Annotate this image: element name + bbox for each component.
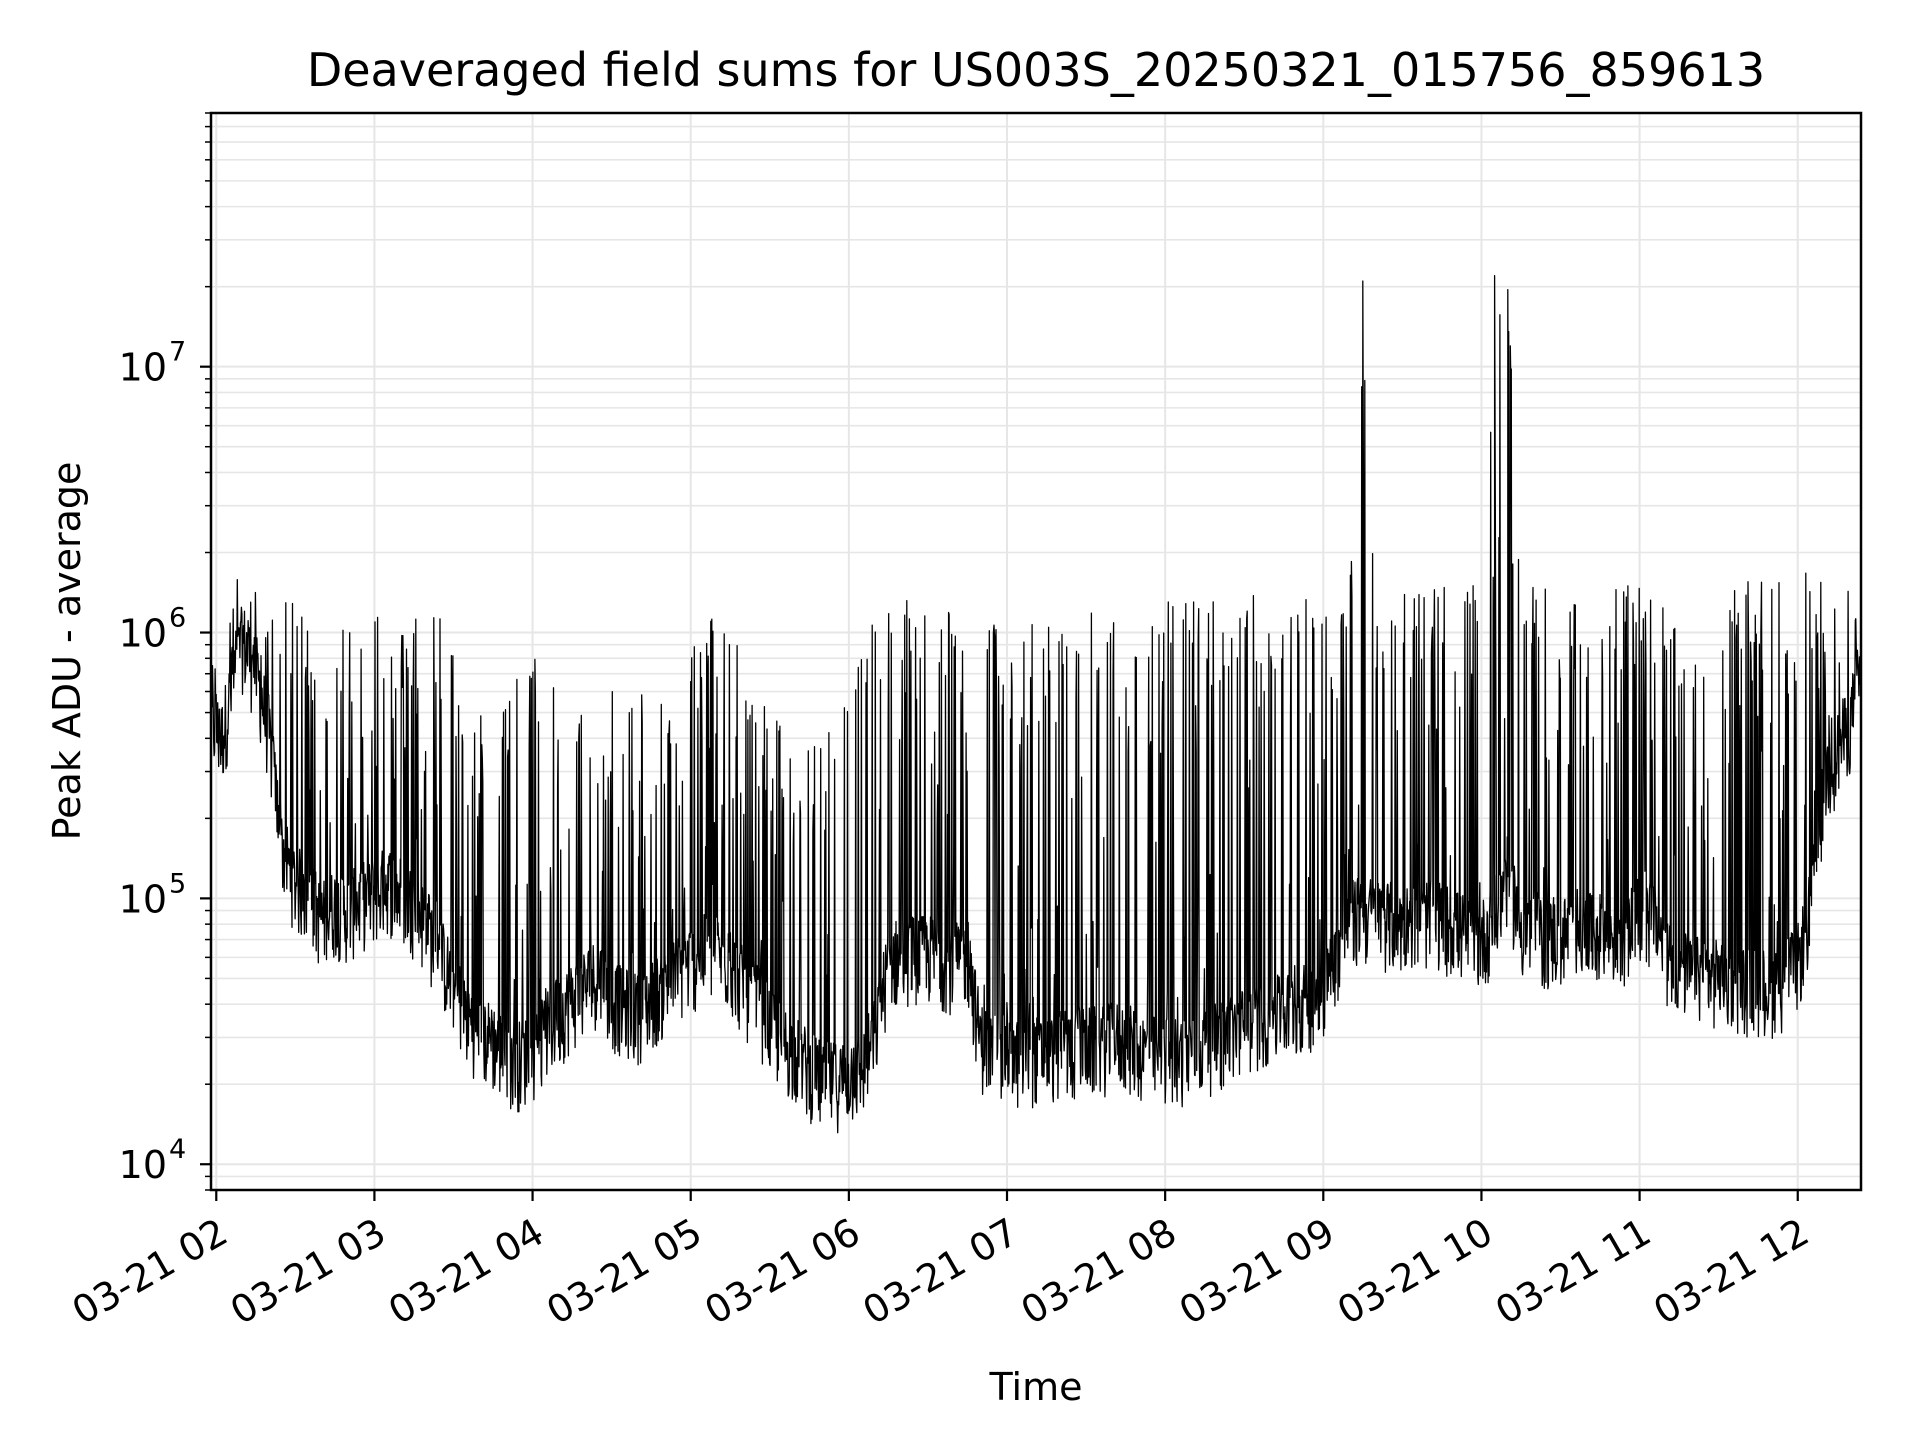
- y-tick-exponent: 7: [169, 337, 186, 368]
- y-tick-base: 10: [119, 612, 167, 656]
- y-tick-base: 10: [119, 1143, 167, 1187]
- y-tick-label: 105: [119, 868, 187, 921]
- y-tick-exponent: 6: [169, 603, 186, 634]
- series-line: [211, 275, 1861, 1134]
- data-area: [211, 275, 1861, 1134]
- y-tick-label: 106: [119, 603, 187, 656]
- y-tick-label: 104: [119, 1134, 187, 1187]
- plot-frame: [209, 111, 1863, 1192]
- x-axis-label: Time: [989, 1365, 1083, 1409]
- y-tick-base: 10: [119, 877, 167, 921]
- y-tick-exponent: 5: [169, 868, 186, 899]
- y-tick-exponent: 4: [169, 1134, 186, 1165]
- y-tick-base: 10: [119, 346, 167, 390]
- y-axis-label: Peak ADU - average: [45, 462, 89, 841]
- y-tick-label: 107: [119, 337, 187, 390]
- chart-title: Deaveraged field sums for US003S_2025032…: [307, 43, 1765, 97]
